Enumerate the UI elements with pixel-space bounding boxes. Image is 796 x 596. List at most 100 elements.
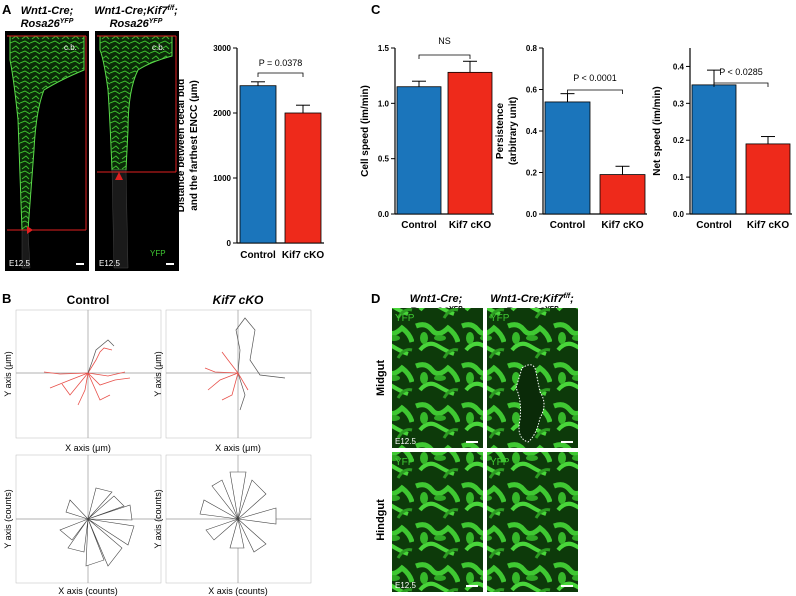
header-sup: YFP bbox=[149, 18, 163, 25]
y-tick-label: 1.0 bbox=[378, 99, 390, 108]
header-text: Wnt1-Cre;Kif7 bbox=[94, 5, 168, 17]
significance-bracket bbox=[567, 89, 623, 94]
image-label: YFP bbox=[490, 313, 510, 324]
image-label: YFP bbox=[150, 249, 166, 258]
bar bbox=[239, 85, 277, 244]
y-tick-label: 3000 bbox=[213, 44, 231, 53]
y-tick-label: 0.6 bbox=[526, 86, 538, 95]
track bbox=[87, 339, 115, 374]
header-text: ; bbox=[174, 5, 178, 17]
outline bbox=[515, 364, 545, 443]
annotation: P = 0.0378 bbox=[259, 58, 303, 68]
y-tick-label: 0.0 bbox=[673, 210, 685, 219]
y-tick-label: 2000 bbox=[213, 109, 231, 118]
x-tick-label: Control bbox=[240, 250, 276, 261]
panel-label: B bbox=[2, 291, 11, 306]
y-axis-label: Persistence bbox=[495, 102, 506, 159]
header: Rosa26YFP bbox=[21, 18, 74, 30]
track bbox=[204, 351, 249, 401]
x-tick-label: Kif7 cKO bbox=[449, 220, 491, 231]
header: Wnt1-Cre;Kif7f/f; bbox=[94, 5, 178, 17]
bar bbox=[691, 84, 737, 215]
bar bbox=[599, 174, 646, 215]
y-tick-label: 0.2 bbox=[673, 136, 685, 145]
marker-arrow bbox=[115, 172, 123, 180]
y-tick-label: 0 bbox=[227, 239, 232, 248]
x-tick-label: Control bbox=[550, 220, 586, 231]
header-text: Wnt1-Cre; bbox=[21, 5, 74, 17]
bar bbox=[284, 112, 322, 244]
y-tick-label: 0.2 bbox=[526, 169, 538, 178]
row-label: Hindgut bbox=[375, 499, 387, 541]
header-text: Rosa26 bbox=[21, 18, 61, 30]
micrograph bbox=[392, 452, 483, 592]
bar bbox=[544, 101, 591, 215]
axis-label: Y axis (μm) bbox=[153, 351, 163, 397]
bar bbox=[447, 71, 493, 215]
track bbox=[43, 347, 131, 406]
header-sup: YFP bbox=[60, 18, 74, 25]
y-tick-label: 0.1 bbox=[673, 173, 685, 182]
axis-label: Y axis (μm) bbox=[3, 351, 13, 397]
panel-label: A bbox=[2, 2, 12, 17]
axis-label: X axis (μm) bbox=[215, 443, 261, 453]
significance-bracket bbox=[418, 54, 471, 59]
panel-label: C bbox=[371, 2, 381, 17]
header: Wnt1-Cre; bbox=[410, 293, 463, 305]
rose-plot bbox=[15, 454, 162, 584]
annotation: P < 0.0001 bbox=[573, 73, 617, 83]
image-label: YFP bbox=[395, 313, 415, 324]
image-label: c.b. bbox=[64, 43, 77, 52]
header: Rosa26YFP bbox=[110, 18, 163, 30]
y-tick-label: 1000 bbox=[213, 174, 231, 183]
y-tick-label: 0.8 bbox=[526, 44, 538, 53]
y-tick-label: 0.0 bbox=[526, 210, 538, 219]
gut-tissue bbox=[111, 169, 129, 269]
rose-wedge bbox=[199, 471, 277, 553]
header-sup: f/f bbox=[168, 5, 175, 12]
annotation: NS bbox=[438, 36, 451, 46]
x-tick-label: Kif7 cKO bbox=[601, 220, 643, 231]
y-tick-label: 0.4 bbox=[673, 62, 685, 71]
axis-label: Y axis (counts) bbox=[3, 489, 13, 548]
y-tick-label: 0.3 bbox=[673, 99, 685, 108]
header-text: Rosa26 bbox=[110, 18, 150, 30]
significance-bracket bbox=[713, 82, 769, 87]
y-axis-label: Net speed (im/min) bbox=[652, 86, 663, 175]
trajectory-plot bbox=[15, 309, 162, 439]
y-tick-label: 0.0 bbox=[378, 210, 390, 219]
axis-label: Y axis (counts) bbox=[153, 489, 163, 548]
header-sup: f/f bbox=[564, 293, 571, 300]
x-tick-label: Control bbox=[696, 220, 732, 231]
plot-title: Kif7 cKO bbox=[213, 293, 264, 307]
header: Wnt1-Cre;Kif7f/f; bbox=[490, 293, 574, 305]
y-axis-label: and the farthest ENCC (μm) bbox=[189, 80, 200, 211]
y-tick-label: 1.5 bbox=[378, 44, 390, 53]
header-text: Wnt1-Cre;Kif7 bbox=[490, 293, 564, 305]
annotation: P < 0.0285 bbox=[719, 67, 763, 77]
rose-wedge bbox=[59, 487, 135, 567]
marker-arrow bbox=[27, 226, 33, 234]
axis-label: X axis (counts) bbox=[58, 586, 118, 596]
bar bbox=[396, 86, 442, 215]
x-tick-label: Kif7 cKO bbox=[747, 220, 789, 231]
y-tick-label: 0.5 bbox=[378, 155, 390, 164]
y-axis-label: Distance between cecal bud bbox=[176, 79, 187, 212]
plot-title: Control bbox=[67, 293, 110, 307]
track bbox=[235, 317, 286, 411]
y-axis-label: (arbitrary unit) bbox=[508, 97, 519, 165]
significance-bracket bbox=[257, 72, 304, 77]
x-tick-label: Kif7 cKO bbox=[282, 250, 324, 261]
axis-label: X axis (counts) bbox=[208, 586, 268, 596]
x-tick-label: Control bbox=[401, 220, 437, 231]
image-label: YFP bbox=[395, 457, 415, 468]
rose-plot bbox=[165, 454, 312, 584]
panel-label: D bbox=[371, 291, 380, 306]
image-label: E12.5 bbox=[395, 437, 416, 446]
header: Wnt1-Cre; bbox=[21, 5, 74, 17]
y-tick-label: 0.4 bbox=[526, 127, 538, 136]
image-label: YFP bbox=[490, 457, 510, 468]
header-text: ; bbox=[570, 293, 574, 305]
micrograph bbox=[487, 452, 578, 592]
trajectory-plot bbox=[165, 309, 312, 439]
